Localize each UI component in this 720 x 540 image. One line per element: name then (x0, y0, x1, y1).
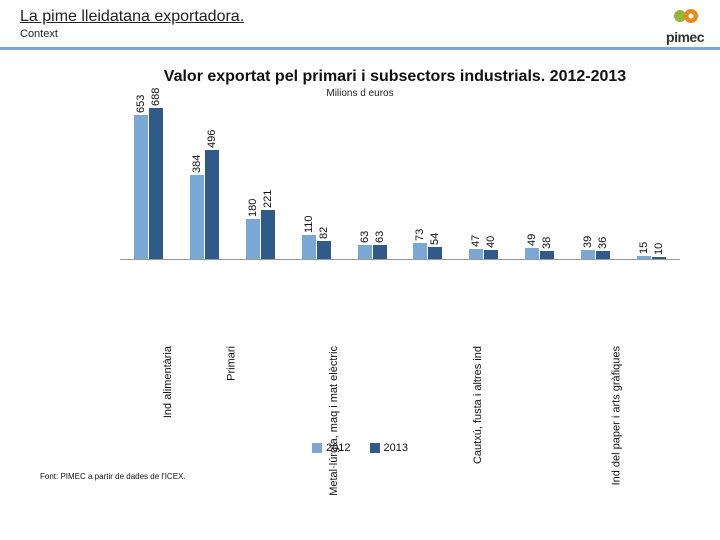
bar-value-label: 110 (303, 215, 315, 233)
bar-2012: 384 (190, 175, 204, 259)
bar-group: 653688 (126, 105, 172, 259)
bar-2013: 63 (373, 245, 387, 259)
bar-value-label: 15 (638, 241, 650, 253)
bar-2012: 49 (525, 248, 539, 259)
bar-2012: 15 (637, 256, 651, 259)
legend-swatch-2012 (312, 443, 322, 453)
bar-2012: 180 (246, 219, 260, 259)
bar-value-label: 653 (135, 95, 147, 113)
bar-value-label: 49 (526, 234, 538, 246)
bar-2012: 63 (358, 245, 372, 259)
bar-2013: 54 (428, 247, 442, 259)
bar-value-label: 688 (150, 87, 162, 105)
page-title: La pime lleidatana exportadora. (20, 8, 244, 26)
bar-group: 180221 (238, 105, 284, 259)
x-axis-label: Cautxú, fusta i altres ind (413, 266, 531, 436)
bar-group: 6363 (349, 105, 395, 259)
chart-title: Valor exportat pel primari i subsectors … (110, 68, 680, 86)
bar-value-label: 73 (414, 229, 426, 241)
bar-value-label: 36 (597, 237, 609, 249)
bar-value-label: 40 (485, 236, 497, 248)
bar-2012: 47 (469, 249, 483, 259)
bar-2013: 221 (261, 210, 275, 259)
bar-value-label: 63 (374, 231, 386, 243)
bar-group: 384496 (182, 105, 228, 259)
x-axis-label-text: Cautxú, fusta i altres ind (472, 346, 562, 464)
bar-value-label: 384 (191, 154, 203, 172)
logo-icon (670, 8, 700, 28)
bar-value-label: 82 (318, 227, 330, 239)
pimec-logo: pimec (666, 8, 704, 45)
bar-value-label: 47 (470, 234, 482, 246)
bar-group: 4938 (517, 105, 563, 259)
bar-group: 3936 (572, 105, 618, 259)
chart-plot-area: 6536883844961802211108263637354474049383… (120, 105, 680, 260)
bar-value-label: 54 (429, 233, 441, 245)
bar-2012: 39 (581, 250, 595, 259)
bar-2013: 40 (484, 250, 498, 259)
bar-value-label: 496 (206, 130, 218, 148)
bar-group: 1510 (628, 105, 674, 259)
x-axis-label-text: Ind del paper i arts gràfiques (611, 346, 701, 485)
bars-container: 6536883844961802211108263637354474049383… (120, 105, 680, 259)
bar-2013: 688 (149, 108, 163, 259)
bar-value-label: 63 (359, 231, 371, 243)
logo-text: pimec (666, 29, 704, 45)
bar-2013: 36 (596, 251, 610, 259)
bar-group: 7354 (405, 105, 451, 259)
x-axis-label-text: Metal·lúrgia, maq i mat elèctric (328, 346, 418, 496)
bar-group: 4740 (461, 105, 507, 259)
page-header: La pime lleidatana exportadora. Context … (0, 0, 720, 50)
bar-value-label: 180 (247, 199, 259, 217)
bar-2013: 38 (540, 251, 554, 259)
bar-2012: 110 (302, 235, 316, 259)
chart-subtitle: Milions d euros (0, 88, 720, 99)
bar-2012: 653 (134, 115, 148, 259)
bar-group: 11082 (293, 105, 339, 259)
x-axis-label: Ind alimentària (126, 266, 198, 436)
logo-mark (670, 8, 700, 28)
bar-2013: 10 (652, 257, 666, 259)
bar-value-label: 10 (653, 243, 665, 255)
bar-2013: 496 (205, 150, 219, 259)
bar-2013: 82 (317, 241, 331, 259)
bar-value-label: 221 (262, 190, 274, 208)
bar-value-label: 38 (541, 236, 553, 248)
x-axis-label-text: Primari (226, 346, 316, 381)
bar-2012: 73 (413, 243, 427, 259)
context-label: Context (20, 28, 244, 40)
x-axis-labels: Ind alimentàriaPrimariMetal·lúrgia, maq … (120, 266, 680, 436)
header-left: La pime lleidatana exportadora. Context (20, 8, 244, 40)
bar-value-label: 39 (582, 236, 594, 248)
